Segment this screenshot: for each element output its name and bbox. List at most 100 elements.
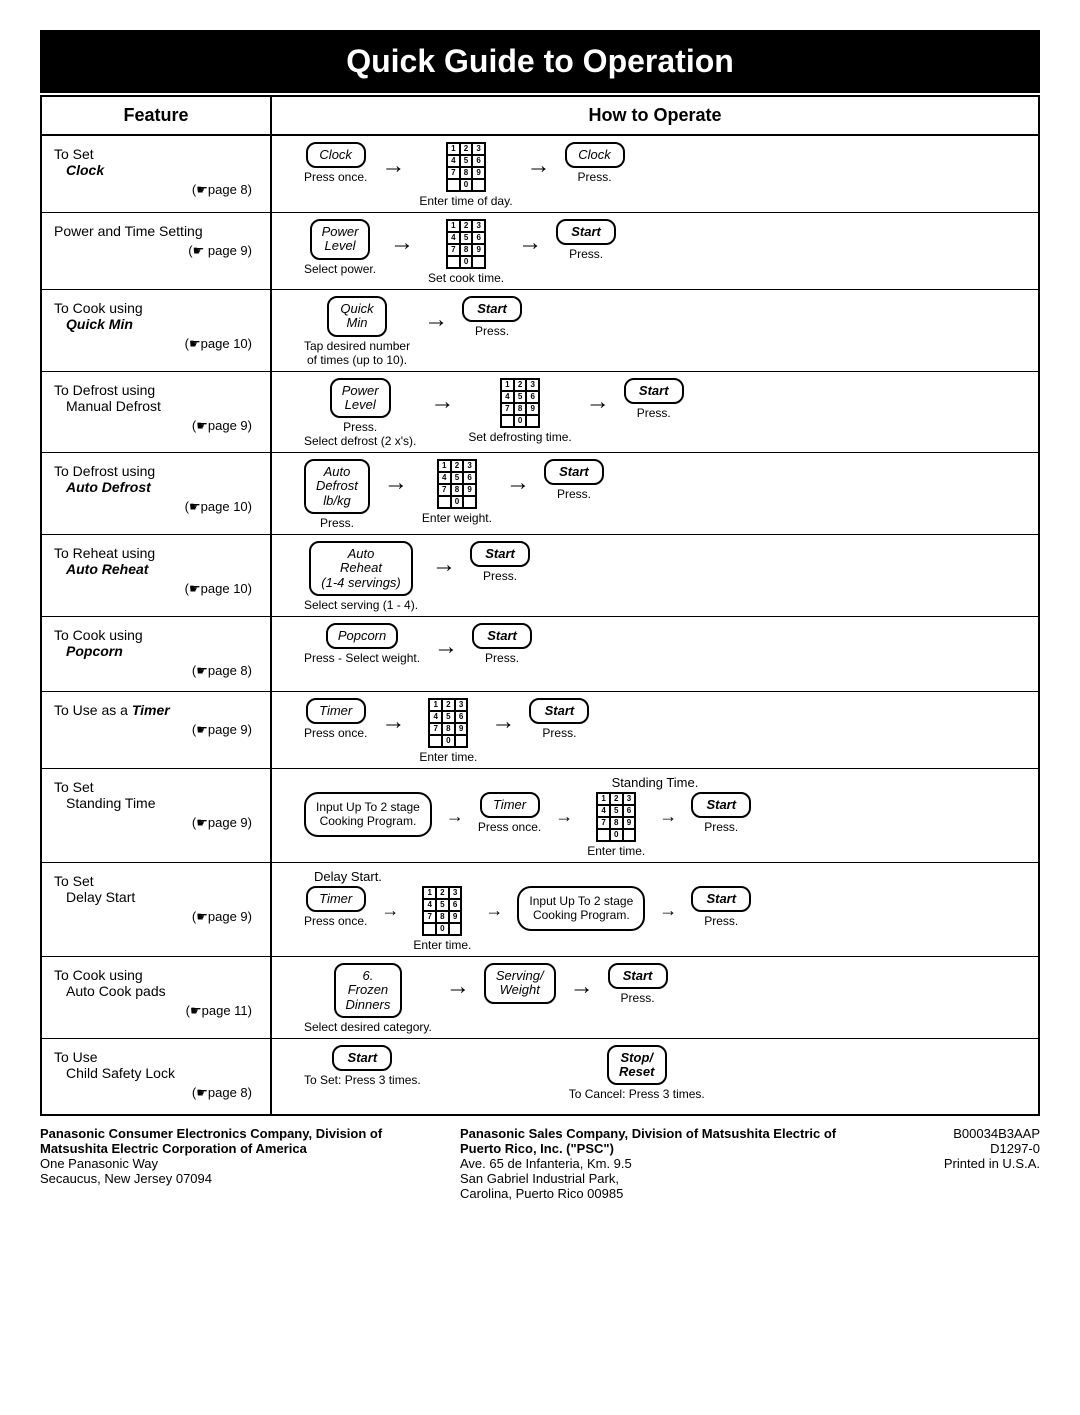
operation-step: 123456789 0 Enter time. <box>419 698 477 764</box>
operation-step: AutoReheat(1-4 servings)Select serving (… <box>304 541 418 612</box>
table-row: To SetStanding Timepage 9Standing Time.I… <box>42 769 1038 863</box>
operation-step: 123456789 0 Set defrosting time. <box>468 378 571 444</box>
page-title: Quick Guide to Operation <box>40 30 1040 93</box>
arrow-icon: → <box>430 388 454 416</box>
microwave-button: Start <box>608 963 668 989</box>
header-feature: Feature <box>42 97 272 134</box>
table-row: To Defrost usingManual Defrostpage 9Powe… <box>42 372 1038 454</box>
table-row: To SetDelay Startpage 9Delay Start.Timer… <box>42 863 1038 957</box>
footer-codes: B00034B3AAPD1297-0Printed in U.S.A. <box>880 1126 1040 1201</box>
arrow-icon: → <box>570 973 594 1001</box>
arrow-icon: → <box>384 469 408 497</box>
operation-step: PowerLevelPress.Select defrost (2 x's). <box>304 378 416 449</box>
microwave-button: Start <box>529 698 589 724</box>
operation-step: ClockPress once. <box>304 142 367 184</box>
operation-step: StartPress. <box>556 219 616 261</box>
microwave-button: Start <box>556 219 616 245</box>
arrow-icon: → <box>424 306 448 334</box>
footer: Panasonic Consumer Electronics Company, … <box>40 1116 1040 1211</box>
footer-addr1: One Panasonic WaySecaucus, New Jersey 07… <box>40 1156 430 1186</box>
operation-step: Input Up To 2 stageCooking Program. <box>517 886 645 931</box>
microwave-button: Start <box>472 623 532 649</box>
operation-step: StartPress. <box>608 963 668 1005</box>
keypad-icon: 123456789 0 <box>446 142 486 192</box>
arrow-icon: → <box>659 806 677 827</box>
table-row: To Reheat usingAuto Reheatpage 10AutoReh… <box>42 535 1038 617</box>
footer-addr2: Ave. 65 de Infanteria, Km. 9.5San Gabrie… <box>460 1156 850 1201</box>
arrow-icon: → <box>506 469 530 497</box>
table-row: Power and Time Setting page 9PowerLevelS… <box>42 213 1038 290</box>
operation-step: AutoDefrostlb/kgPress. <box>304 459 370 530</box>
operation-step: StartPress. <box>462 296 522 338</box>
microwave-button: Start <box>470 541 530 567</box>
microwave-button: PowerLevel <box>310 219 371 260</box>
table-row: To Cook usingPopcornpage 8PopcornPress -… <box>42 617 1038 692</box>
operation-table: Feature How to Operate To Set Clockpage … <box>40 95 1040 1116</box>
microwave-button: PowerLevel <box>330 378 391 419</box>
note-box: Input Up To 2 stageCooking Program. <box>517 886 645 931</box>
operation-step: Input Up To 2 stageCooking Program. <box>304 792 432 837</box>
operation-step: StartTo Set: Press 3 times. <box>304 1045 421 1087</box>
note-box: Input Up To 2 stageCooking Program. <box>304 792 432 837</box>
microwave-button: Popcorn <box>326 623 398 649</box>
operation-step: PowerLevelSelect power. <box>304 219 376 276</box>
arrow-icon: → <box>381 152 405 180</box>
arrow-icon: → <box>432 551 456 579</box>
footer-company1: Panasonic Consumer Electronics Company, … <box>40 1126 430 1156</box>
operation-step: StartPress. <box>691 886 751 928</box>
keypad-icon: 123456789 0 <box>596 792 636 842</box>
operation-step: 6.FrozenDinnersSelect desired category. <box>304 963 432 1034</box>
operation-step: ClockPress. <box>565 142 625 184</box>
table-row: To Defrost usingAuto Defrostpage 10AutoD… <box>42 453 1038 535</box>
arrow-icon: → <box>390 229 414 257</box>
keypad-icon: 123456789 0 <box>422 886 462 936</box>
microwave-button: Start <box>462 296 522 322</box>
operation-step: StartPress. <box>472 623 532 665</box>
header-howto: How to Operate <box>272 97 1038 134</box>
operation-step: Stop/ResetTo Cancel: Press 3 times. <box>569 1045 705 1102</box>
operation-step: 123456789 0 Set cook time. <box>428 219 504 285</box>
microwave-button: Start <box>691 792 751 818</box>
arrow-icon: → <box>491 708 515 736</box>
arrow-icon: → <box>527 152 551 180</box>
arrow-icon: → <box>381 708 405 736</box>
keypad-icon: 123456789 0 <box>428 698 468 748</box>
table-row: To Set Clockpage 8ClockPress once.→12345… <box>42 136 1038 213</box>
operation-step: StartPress. <box>544 459 604 501</box>
arrow-icon: → <box>586 388 610 416</box>
arrow-icon: → <box>381 900 399 921</box>
operation-step: StartPress. <box>529 698 589 740</box>
operation-step: TimerPress once. <box>304 886 367 928</box>
microwave-button: Timer <box>306 886 366 912</box>
operation-step: 123456789 0 Enter time. <box>587 792 645 858</box>
footer-company2: Panasonic Sales Company, Division of Mat… <box>460 1126 850 1156</box>
operation-step: 123456789 0 Enter weight. <box>422 459 492 525</box>
microwave-button: 6.FrozenDinners <box>334 963 403 1018</box>
arrow-icon: → <box>446 806 464 827</box>
operation-step: Serving/Weight <box>484 963 556 1004</box>
arrow-icon: → <box>518 229 542 257</box>
operation-step: QuickMinTap desired numberof times (up t… <box>304 296 410 367</box>
operation-step: PopcornPress - Select weight. <box>304 623 420 665</box>
microwave-button: Start <box>624 378 684 404</box>
microwave-button: QuickMin <box>327 296 387 337</box>
operation-step: 123456789 0 Enter time. <box>413 886 471 952</box>
operation-step: StartPress. <box>470 541 530 583</box>
arrow-icon: → <box>659 900 677 921</box>
operation-step: 123456789 0 Enter time of day. <box>419 142 512 208</box>
microwave-button: Start <box>332 1045 392 1071</box>
operation-step: TimerPress once. <box>304 698 367 740</box>
keypad-icon: 123456789 0 <box>437 459 477 509</box>
table-row: To Cook usingAuto Cook padspage 116.Froz… <box>42 957 1038 1039</box>
table-row: To UseChild Safety Lockpage 8StartTo Set… <box>42 1039 1038 1114</box>
microwave-button: Timer <box>480 792 540 818</box>
microwave-button: Timer <box>306 698 366 724</box>
microwave-button: Start <box>544 459 604 485</box>
operation-step: StartPress. <box>624 378 684 420</box>
table-row: To Use as a Timerpage 9TimerPress once.→… <box>42 692 1038 769</box>
table-row: To Cook usingQuick Minpage 10QuickMinTap… <box>42 290 1038 372</box>
microwave-button: AutoDefrostlb/kg <box>304 459 370 514</box>
operation-step: StartPress. <box>691 792 751 834</box>
arrow-icon: → <box>434 633 458 661</box>
arrow-icon: → <box>485 900 503 921</box>
